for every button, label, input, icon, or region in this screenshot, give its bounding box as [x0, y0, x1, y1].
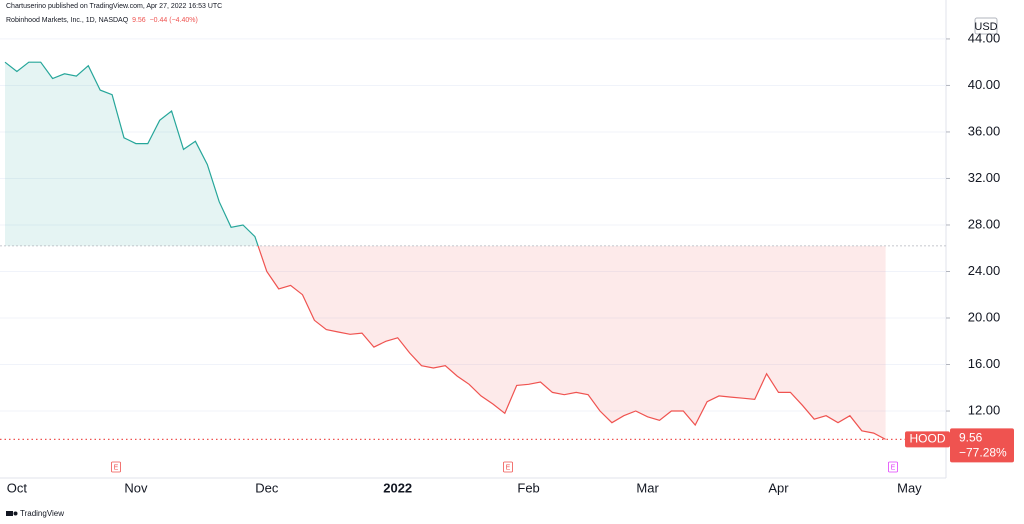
price-label: 9.56 — [959, 431, 983, 445]
y-tick-label: 32.00 — [968, 170, 1001, 185]
event-label: E — [891, 464, 896, 471]
y-tick-label: 16.00 — [968, 356, 1001, 371]
currency-box[interactable] — [974, 17, 998, 35]
y-tick-label: 28.00 — [968, 216, 1001, 231]
y-tick-label: 12.00 — [968, 402, 1001, 417]
currency: USD — [974, 21, 997, 33]
event-marker — [888, 461, 898, 473]
percent-label: −77.28% — [959, 446, 1007, 460]
y-tick-label: 44.00 — [968, 30, 1001, 45]
price-line — [4, 61, 886, 440]
symbol-info: Robinhood Markets, Inc., 1D, NASDAQ 9.56… — [6, 17, 198, 24]
area — [5, 62, 886, 440]
price-box — [950, 428, 1014, 463]
symbol-title: Robinhood Markets, Inc., 1D, NASDAQ — [6, 17, 129, 24]
event-marker — [503, 461, 513, 473]
x-tick-label: Oct — [7, 480, 28, 495]
logo — [6, 511, 13, 516]
symbol-box — [905, 431, 950, 448]
y-tick-label: 40.00 — [968, 77, 1001, 92]
event-marker — [111, 461, 121, 473]
y-tick-label: 24.00 — [968, 263, 1001, 278]
y-tick-label: 20.00 — [968, 309, 1001, 324]
logo-dot — [13, 511, 18, 516]
price-change: −0.44 (−4.40%) — [149, 17, 198, 24]
event-label: E — [506, 464, 511, 471]
last-price: 9.56 — [132, 17, 146, 24]
x-tick-label: Mar — [636, 480, 659, 495]
event-label: E — [114, 464, 119, 471]
x-tick-label: 2022 — [383, 480, 412, 495]
x-tick-label: May — [897, 480, 922, 495]
footer: TradingView — [6, 509, 64, 518]
x-tick-label: Dec — [255, 480, 279, 495]
brand: TradingView — [20, 509, 64, 518]
x-tick-label: Nov — [124, 480, 148, 495]
x-tick-label: Apr — [768, 480, 789, 495]
y-tick-label: 36.00 — [968, 123, 1001, 138]
x-tick-label: Feb — [517, 480, 539, 495]
publisher: Chartuserino published on TradingView.co… — [6, 3, 223, 10]
symbol-label: HOOD — [910, 432, 946, 446]
